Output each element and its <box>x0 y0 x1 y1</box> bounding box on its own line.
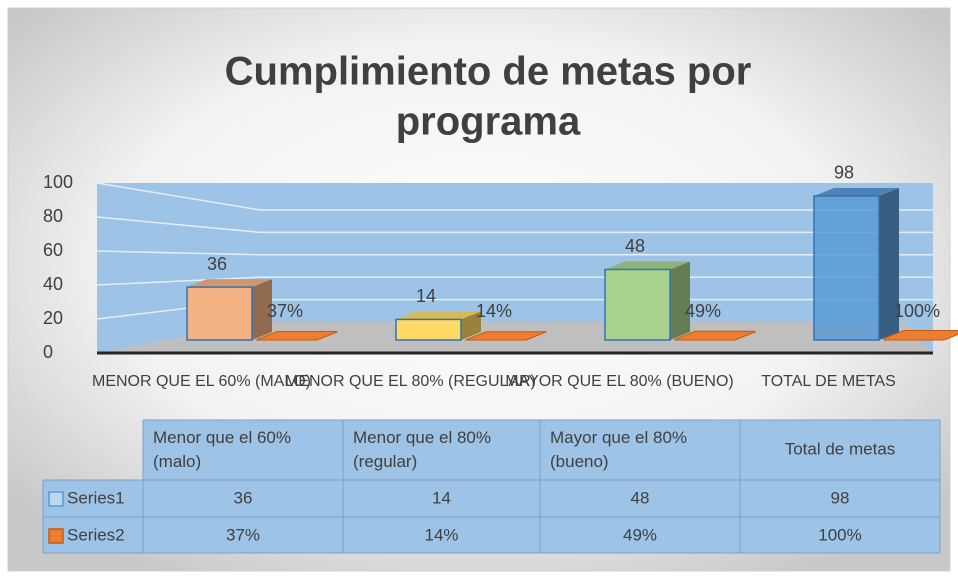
bar-top <box>814 187 899 196</box>
grid-line <box>96 250 933 256</box>
bar <box>465 331 547 341</box>
legend-swatch <box>48 491 64 507</box>
table-cell: 37% <box>226 525 260 544</box>
data-label: 36 <box>207 254 227 274</box>
grid-line <box>96 216 933 234</box>
table-header: Menor que el 80% (regular) <box>353 428 491 471</box>
grid-line <box>96 182 933 211</box>
table-cell: 49% <box>623 525 657 544</box>
y-tick-label: 60 <box>43 240 63 260</box>
y-tick-label: 40 <box>43 274 63 294</box>
table-header: Total de metas <box>785 439 896 458</box>
y-tick-label: 0 <box>43 342 53 362</box>
table-cell: 100% <box>818 525 861 544</box>
bar <box>256 330 338 341</box>
x-tick-label: MAYOR QUE EL 80% (BUENO) <box>505 373 734 390</box>
table-cell: 14 <box>432 488 451 507</box>
bar <box>883 330 958 341</box>
chart-title: programa <box>396 100 581 144</box>
y-tick-label: 20 <box>43 308 63 328</box>
bar-top <box>605 261 690 270</box>
x-tick-label: TOTAL DE METAS <box>761 373 896 390</box>
y-tick-label: 100 <box>43 172 73 192</box>
bar-side <box>461 311 481 340</box>
bar <box>674 330 756 341</box>
data-label: 14 <box>416 286 436 306</box>
chart-title: Cumplimiento de metas por <box>225 50 752 94</box>
data-label: 100% <box>894 301 940 321</box>
legend-label: Series2 <box>67 525 125 544</box>
data-label: 37% <box>267 301 303 321</box>
x-tick-label: MENOR QUE EL 80% (REGULAR) <box>285 373 536 390</box>
table-cell: 48 <box>631 488 650 507</box>
table-header: Mayor que el 80% (bueno) <box>550 428 687 471</box>
table-cell: 14% <box>424 525 458 544</box>
bar <box>813 195 880 341</box>
legend-swatch <box>48 528 64 544</box>
table-cell: 98 <box>831 488 850 507</box>
bar-top <box>187 279 272 288</box>
data-label: 14% <box>476 301 512 321</box>
data-label: 98 <box>834 163 854 183</box>
table-header: Menor que el 60% (malo) <box>153 428 291 471</box>
bar <box>186 286 253 341</box>
bar-side <box>670 261 690 340</box>
table-bg <box>143 420 940 480</box>
bar-side <box>252 279 272 340</box>
y-tick-label: 80 <box>43 206 63 226</box>
table-cell: 36 <box>234 488 253 507</box>
data-label: 49% <box>685 301 721 321</box>
x-tick-label: MENOR QUE EL 60% (MALO) <box>92 373 311 390</box>
data-label: 48 <box>625 236 645 256</box>
legend-label: Series1 <box>67 488 125 507</box>
bar <box>395 318 462 341</box>
bar-side <box>879 187 899 340</box>
grid-line <box>96 276 933 286</box>
bar <box>604 268 671 341</box>
bar-top <box>396 311 481 320</box>
